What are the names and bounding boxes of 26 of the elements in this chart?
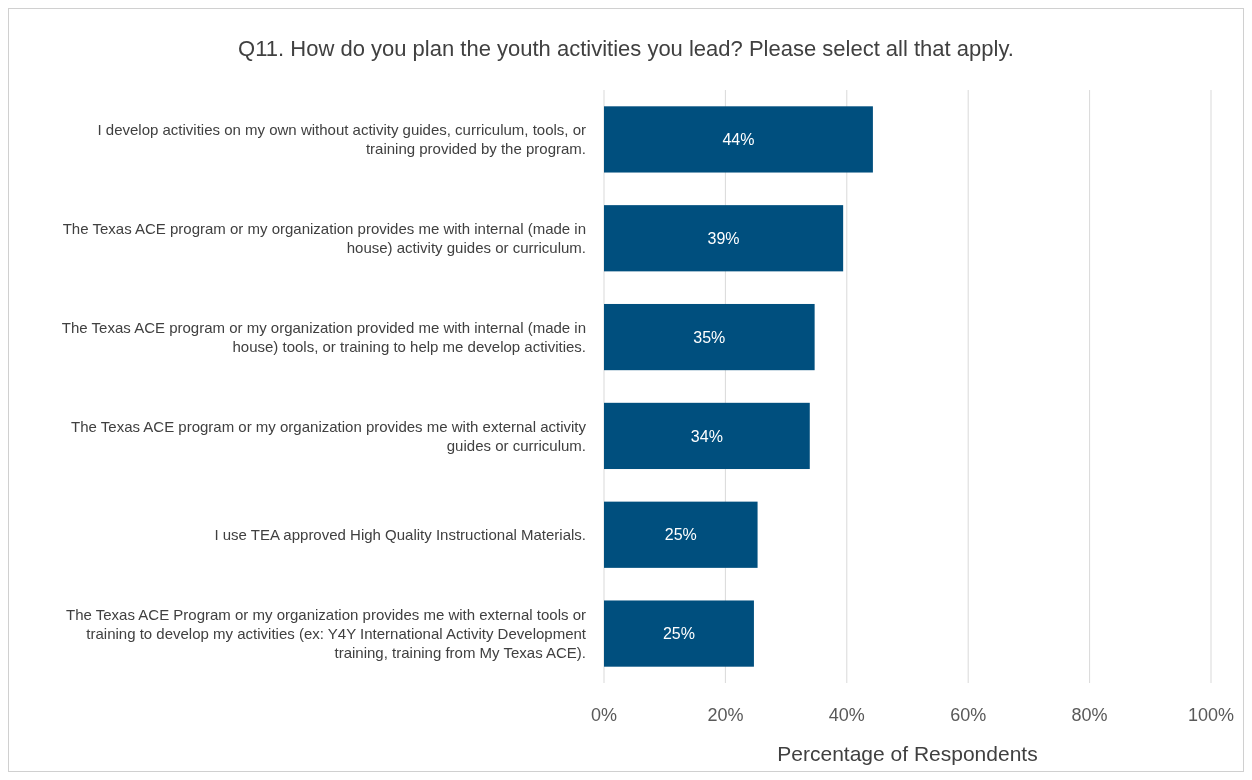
- y-tick-label: I develop activities on my own without activity guides, curriculum, tools, or training provided by the program.: [97, 121, 586, 158]
- bar: [604, 205, 844, 272]
- y-tick-label: The Texas ACE program or my organization provides me with internal (made in house) activity guides or curriculum.: [62, 220, 586, 256]
- x-tick-label: 100%: [1187, 705, 1235, 725]
- y-tick-label: The Texas ACE program or my organization provided me with internal (made in house) tools, or training to help me develop activities.: [61, 318, 586, 355]
- x-tick-label: 80%: [1071, 705, 1108, 725]
- bar: [604, 402, 810, 470]
- data-label: 25%: [662, 625, 695, 643]
- data-label: 34%: [690, 427, 723, 445]
- data-label: 25%: [664, 526, 697, 544]
- data-label: 44%: [722, 131, 755, 149]
- data-label: 39%: [707, 229, 740, 247]
- bar: [604, 501, 758, 568]
- y-tick-label: I use TEA approved High Quality Instructional Materials.: [214, 526, 586, 543]
- y-tick-label: The Texas ACE program or my organization provides me with external activity guides or curriculum.: [71, 417, 587, 454]
- x-tick-label: 20%: [707, 705, 744, 725]
- data-label: 35%: [693, 328, 726, 346]
- bar: [604, 600, 754, 667]
- x-tick-label: 60%: [950, 705, 987, 725]
- bar: [604, 303, 815, 371]
- y-tick-label: The Texas ACE Program or my organization provides me with external tools or training to develop my activities (ex: Y4Y International Activity Development training, training from My Texas ACE).: [66, 605, 587, 661]
- x-axis-title: Percentage of Respondents: [777, 742, 1038, 765]
- bar: [604, 106, 873, 173]
- x-tick-label: 40%: [828, 705, 865, 725]
- chart-title: Q11. How do you plan the youth activities you lead? Please select all that apply.: [238, 36, 1014, 61]
- x-tick-label: 0%: [590, 705, 618, 725]
